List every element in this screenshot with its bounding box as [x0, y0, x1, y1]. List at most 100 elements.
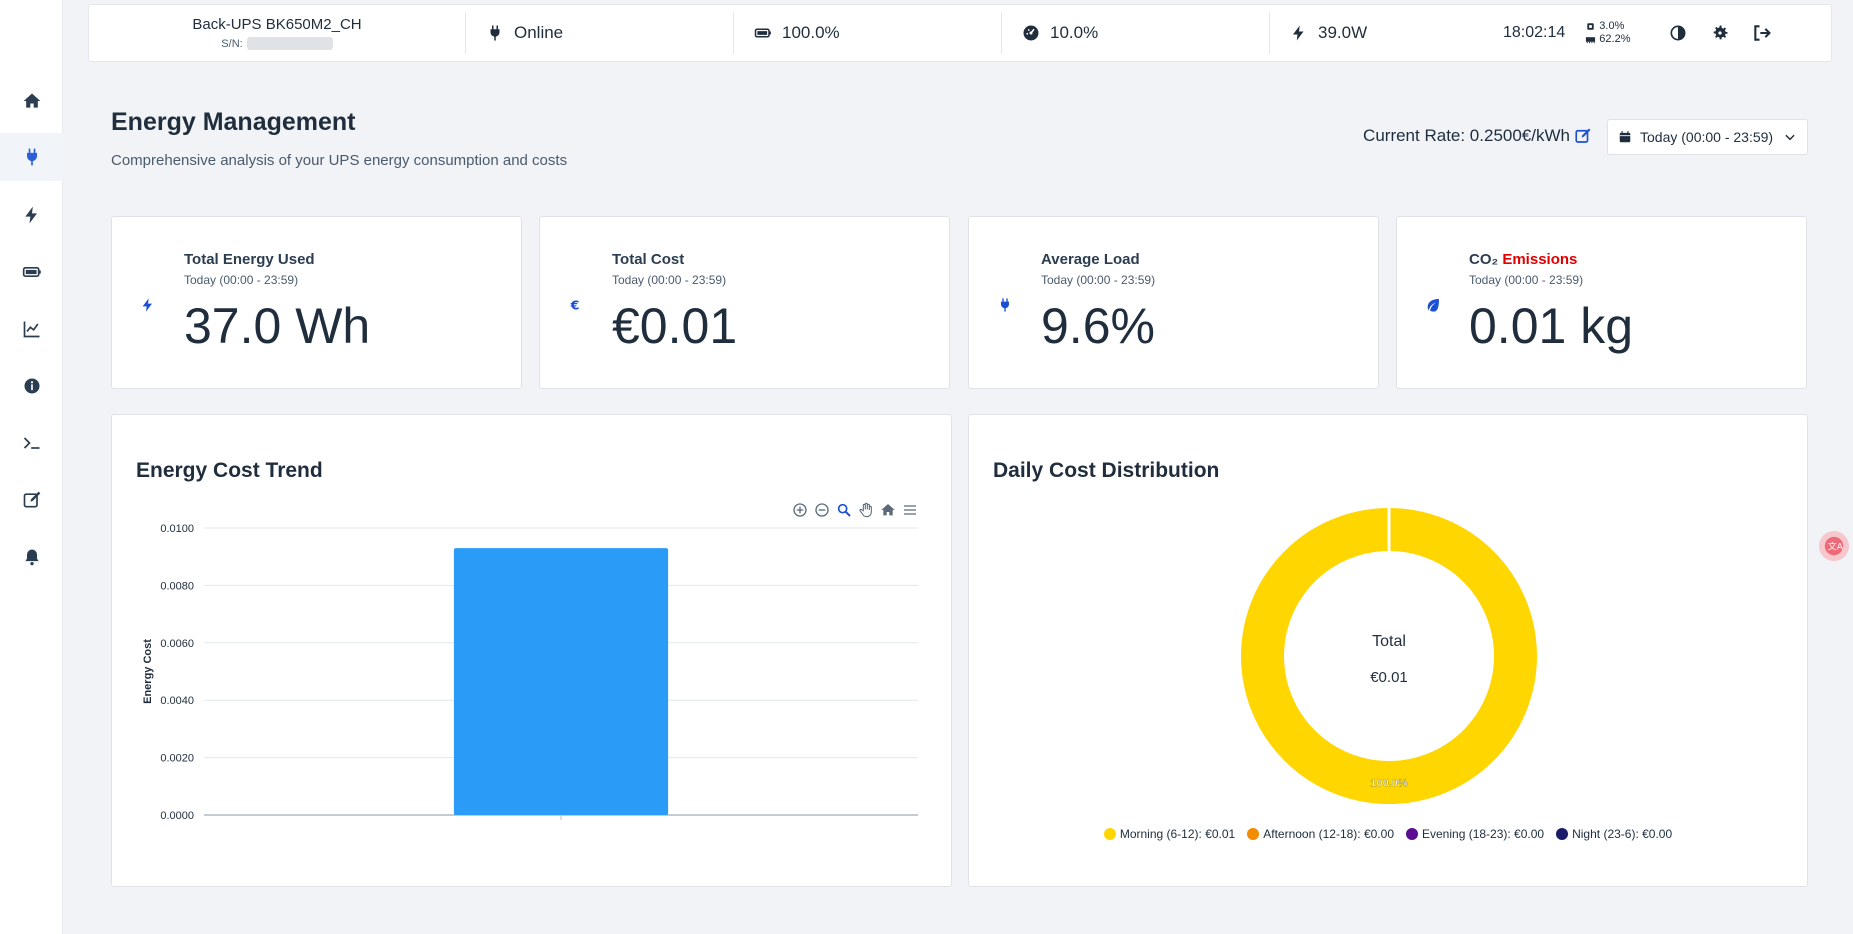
y-axis-label: Energy Cost	[142, 639, 154, 704]
emissions-label: Emissions	[1502, 251, 1578, 268]
slice-percent-label: 100.0%	[1370, 778, 1408, 790]
card-value: 37.0 Wh	[184, 298, 371, 354]
legend-item[interactable]: Afternoon (12-18): €0.00	[1247, 827, 1394, 841]
legend-item[interactable]: Morning (6-12): €0.01	[1103, 827, 1236, 841]
card-total-energy: Total Energy Used Today (00:00 - 23:59) …	[111, 216, 522, 389]
info-icon	[24, 378, 39, 394]
calendar-icon	[1619, 131, 1631, 143]
chart-menu-icon[interactable]	[901, 501, 919, 519]
svg-text:文A: 文A	[1828, 541, 1844, 553]
power-text: 39.0W	[1318, 23, 1368, 42]
card-value: 0.01 kg	[1469, 298, 1634, 354]
sidebar-item-power[interactable]	[0, 191, 63, 239]
chart-toolbar	[791, 501, 919, 519]
current-rate: Current Rate: 0.2500€/kWh	[1363, 126, 1592, 146]
plug-icon	[26, 148, 37, 166]
home-icon	[23, 93, 40, 108]
sidebar-item-battery[interactable]	[0, 248, 63, 296]
status-text: Online	[514, 23, 564, 42]
sidebar-item-edit[interactable]	[0, 476, 63, 524]
chart-legend: Morning (6-12): €0.01 Afternoon (12-18): …	[969, 827, 1807, 841]
status-power: 39.0W	[1270, 12, 1470, 54]
zoom-in-icon[interactable]	[791, 501, 809, 519]
card-subtitle: Today (00:00 - 23:59)	[1041, 273, 1156, 287]
selection-zoom-icon[interactable]	[835, 501, 853, 519]
load-text: 10.0%	[1050, 23, 1099, 42]
legend-marker	[1103, 828, 1116, 840]
y-tick-label: 0.0060	[160, 638, 194, 650]
system-info: 3.0% 62.2%	[1585, 20, 1630, 46]
edit-rate-icon[interactable]	[1574, 127, 1592, 145]
memory-icon	[1586, 37, 1596, 44]
sidebar-item-home[interactable]	[0, 77, 63, 125]
card-total-cost: € Total Cost Today (00:00 - 23:59) €0.01	[539, 216, 950, 389]
logout-icon[interactable]	[1752, 23, 1772, 43]
serial-mask	[246, 37, 333, 50]
zoom-out-icon[interactable]	[813, 501, 831, 519]
status-load: 10.0%	[1002, 12, 1270, 54]
y-tick-label: 0.0020	[160, 753, 194, 765]
energy-cost-bar-chart: 0.0000 0.0020 0.0040 0.0060 0.0080 0.0100 Ener…	[142, 523, 918, 822]
bar	[453, 548, 669, 815]
plug-icon	[490, 25, 500, 41]
sidebar-item-charts[interactable]	[0, 305, 63, 353]
status-online: Online	[466, 12, 734, 54]
bolt-icon	[1293, 25, 1304, 41]
y-tick-label: 0.0000	[160, 810, 194, 822]
settings-gear-icon[interactable]	[1710, 23, 1730, 43]
bolt-icon	[24, 206, 37, 224]
sidebar-item-notifications[interactable]	[0, 533, 63, 581]
device-name: Back-UPS BK650M2_CH	[192, 16, 362, 33]
pan-hand-icon[interactable]	[857, 501, 875, 519]
donut-center-label: Total	[1372, 633, 1406, 650]
cpu-icon	[1587, 23, 1594, 30]
battery-icon	[754, 28, 771, 38]
card-subtitle: Today (00:00 - 23:59)	[1469, 273, 1584, 287]
bell-icon	[24, 549, 39, 566]
donut-slice	[1241, 508, 1537, 804]
sidebar-item-console[interactable]	[0, 419, 63, 467]
device-serial: S/N:	[89, 37, 465, 50]
chevron-down-icon	[1785, 134, 1795, 141]
legend-item[interactable]: Evening (18-23): €0.00	[1406, 827, 1544, 841]
theme-toggle-icon[interactable]	[1668, 23, 1688, 43]
legend-label: Night (23-6): €0.00	[1572, 827, 1673, 841]
legend-item[interactable]: Night (23-6): €0.00	[1556, 827, 1672, 841]
panel-title: Daily Cost Distribution	[993, 459, 1220, 482]
sidebar-item-energy[interactable]	[0, 133, 63, 181]
legend-marker	[1556, 828, 1569, 840]
serial-label: S/N:	[221, 37, 243, 50]
panel-energy-cost-trend: Energy Cost Trend 0.0000 0.0020 0.0040 0.00…	[111, 414, 952, 887]
status-battery: 100.0%	[734, 12, 1002, 54]
co2-label: CO₂	[1469, 251, 1499, 268]
top-status-bar: Back-UPS BK650M2_CH S/N: Online 100.0% 1…	[88, 4, 1832, 62]
cpu-value: 3.0%	[1599, 20, 1625, 32]
edit-icon	[23, 491, 40, 508]
donut-center-value: €0.01	[1370, 669, 1408, 686]
terminal-icon	[23, 437, 39, 449]
panel-daily-cost-distribution: Daily Cost Distribution 100.0% Total €0.01…	[968, 414, 1808, 887]
card-value: 9.6%	[1041, 298, 1155, 354]
card-subtitle: Today (00:00 - 23:59)	[184, 273, 299, 287]
bolt-icon	[140, 297, 156, 313]
legend-marker	[1406, 828, 1418, 840]
cost-distribution-donut-chart: 100.0% Total €0.01	[1241, 508, 1537, 804]
battery-text: 100.0%	[782, 23, 840, 42]
plug-icon	[997, 297, 1013, 313]
sidebar-item-info[interactable]	[0, 362, 63, 410]
memory-value: 62.2%	[1599, 33, 1631, 45]
current-rate-label: Current Rate: 0.2500€/kWh	[1363, 126, 1570, 145]
date-range-select[interactable]: Today (00:00 - 23:59)	[1607, 119, 1808, 155]
card-title: CO₂ Emissions	[1469, 251, 1577, 268]
card-co2-emissions: CO₂ Emissions Today (00:00 - 23:59) 0.01…	[1396, 216, 1807, 389]
legend-label: Morning (6-12): €0.01	[1119, 827, 1236, 841]
reset-zoom-home-icon[interactable]	[879, 501, 897, 519]
panel-title: Energy Cost Trend	[136, 459, 323, 482]
y-tick-label: 0.0040	[160, 695, 194, 707]
translate-button[interactable]: 文A	[1819, 531, 1849, 561]
card-subtitle: Today (00:00 - 23:59)	[612, 273, 727, 287]
gauge-icon	[1023, 25, 1039, 41]
page-title: Energy Management	[111, 108, 356, 136]
device-info: Back-UPS BK650M2_CH S/N:	[89, 12, 466, 54]
legend-label: Afternoon (12-18): €0.00	[1263, 827, 1394, 841]
